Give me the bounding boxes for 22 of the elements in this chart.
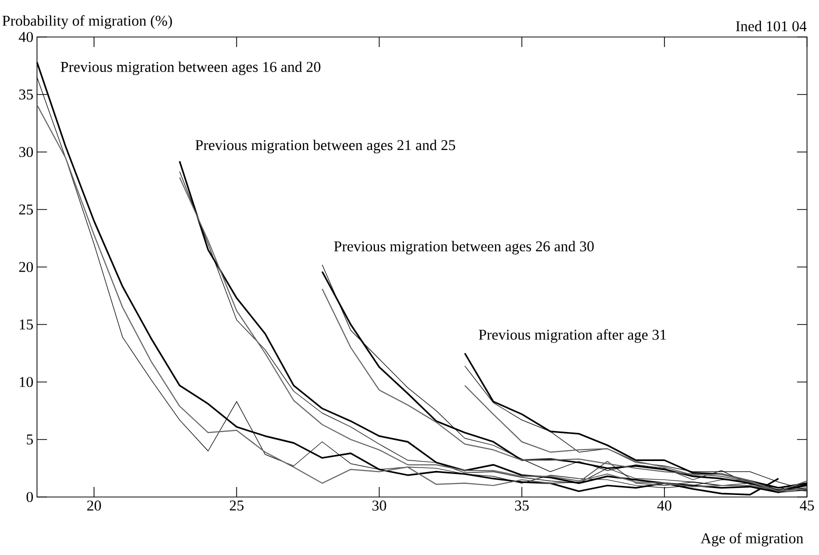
- x-tick-label: 45: [800, 500, 814, 510]
- y-tick-label: 0: [26, 492, 33, 502]
- y-tick-label: 20: [19, 262, 33, 272]
- y-tick-label: 10: [20, 376, 33, 388]
- x-tick-label: 35: [515, 500, 529, 511]
- y-tick-label: 25: [19, 204, 33, 215]
- y-tick-label: 15: [20, 320, 33, 330]
- annotation: Previous migration between ages 16 and 20: [60, 61, 320, 76]
- y-tick-label: 40: [18, 32, 33, 42]
- x-axis-title: Age of migration: [700, 532, 804, 546]
- annotation: Previous migration between ages 21 and 25: [195, 140, 456, 154]
- y-tick-label: 30: [19, 146, 33, 158]
- annotation: Previous migration between ages 26 and 30: [334, 240, 594, 254]
- y-tick-label: 35: [19, 89, 33, 100]
- x-tick-label: 25: [230, 500, 244, 511]
- y-axis-title: Probability of migration (%): [2, 15, 172, 29]
- y-tick-label: 5: [26, 434, 33, 444]
- text: Ined 101 04: [736, 20, 807, 32]
- annotation: Previous migration after age 31: [478, 329, 666, 343]
- x-tick-label: 40: [657, 500, 672, 511]
- x-tick-label: 30: [372, 500, 386, 511]
- x-tick-label: 20: [87, 500, 101, 511]
